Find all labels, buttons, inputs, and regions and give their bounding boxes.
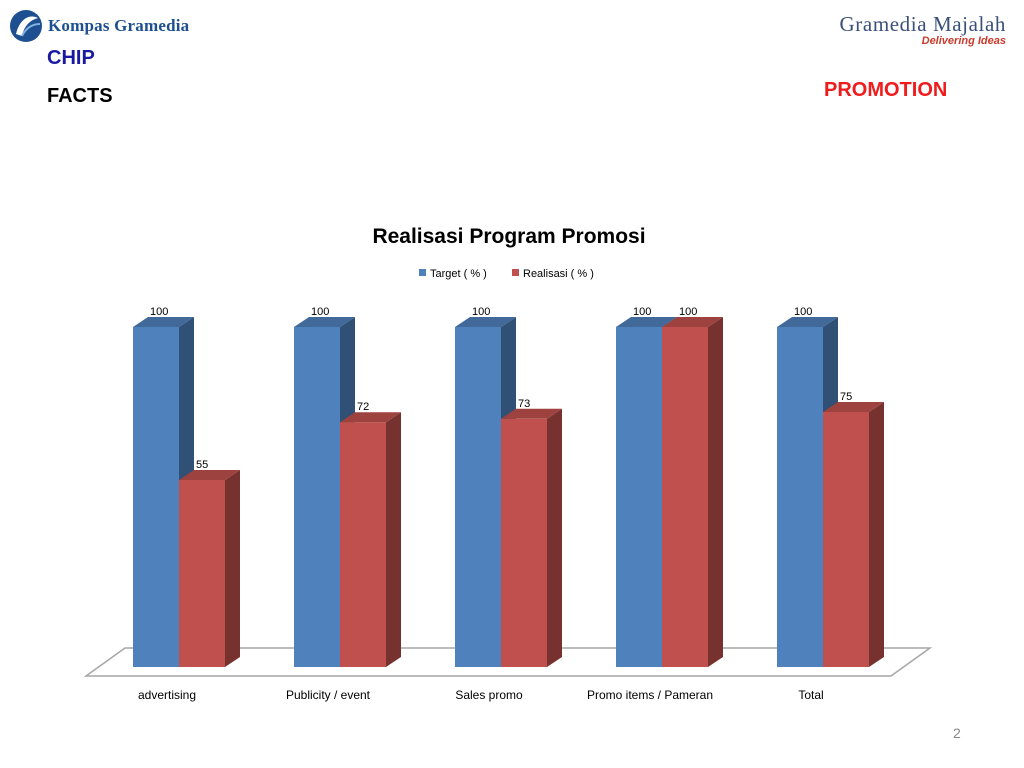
bar (777, 327, 823, 667)
bar (662, 327, 708, 667)
data-label: 100 (633, 306, 651, 318)
bar-side (386, 412, 401, 667)
data-label: 100 (794, 306, 812, 318)
bar-top (179, 470, 240, 480)
bar-top (294, 317, 355, 327)
data-label: 73 (518, 398, 530, 410)
category-label: Promo items / Pameran (587, 688, 713, 702)
gramedia-majalah-logo: Gramedia Majalah Delivering Ideas (840, 12, 1006, 47)
bar (616, 327, 662, 667)
bar (179, 480, 225, 667)
bar-top (777, 317, 838, 327)
kompas-gramedia-logo: Kompas Gramedia (8, 8, 189, 44)
kompas-gramedia-logo-icon (10, 10, 42, 42)
bar-top (340, 412, 401, 423)
category-label: advertising (138, 688, 196, 702)
bar (501, 418, 547, 667)
bar-top (501, 408, 562, 419)
category-label: Publicity / event (286, 688, 371, 702)
bar-side (869, 402, 884, 667)
right-logo-name: Gramedia Majalah (839, 12, 1006, 36)
facts-heading: FACTS (47, 85, 113, 107)
data-label: 100 (311, 306, 329, 318)
chart-title: Realisasi Program Promosi (372, 225, 645, 248)
bar-side (708, 317, 723, 667)
legend-swatch (512, 269, 519, 276)
data-label: 100 (150, 306, 168, 318)
bar (340, 422, 386, 667)
data-label: 100 (679, 306, 697, 318)
category-label: Total (798, 688, 823, 702)
bar-top (616, 317, 677, 327)
legend-label: Realisasi ( % ) (523, 268, 594, 280)
bar-top (133, 317, 194, 327)
data-label: 55 (196, 459, 208, 471)
bar (294, 327, 340, 667)
data-label: 100 (472, 306, 490, 318)
category-label: Sales promo (455, 688, 523, 702)
bar (133, 327, 179, 667)
promotion-heading: PROMOTION (824, 79, 948, 101)
bar (823, 412, 869, 667)
legend-swatch (419, 269, 426, 276)
bar-top (823, 402, 884, 412)
bar-top (662, 317, 723, 327)
bar-side (547, 408, 562, 667)
legend-label: Target ( % ) (430, 268, 487, 280)
page-number: 2 (953, 725, 961, 741)
left-logo-text: Kompas Gramedia (48, 16, 190, 35)
bar-top (455, 317, 516, 327)
bar-side (225, 470, 240, 667)
data-label: 72 (357, 401, 369, 413)
data-label: 75 (840, 391, 852, 403)
chip-heading: CHIP (47, 47, 95, 69)
right-logo-tagline: Delivering Ideas (921, 35, 1006, 47)
bar (455, 327, 501, 667)
